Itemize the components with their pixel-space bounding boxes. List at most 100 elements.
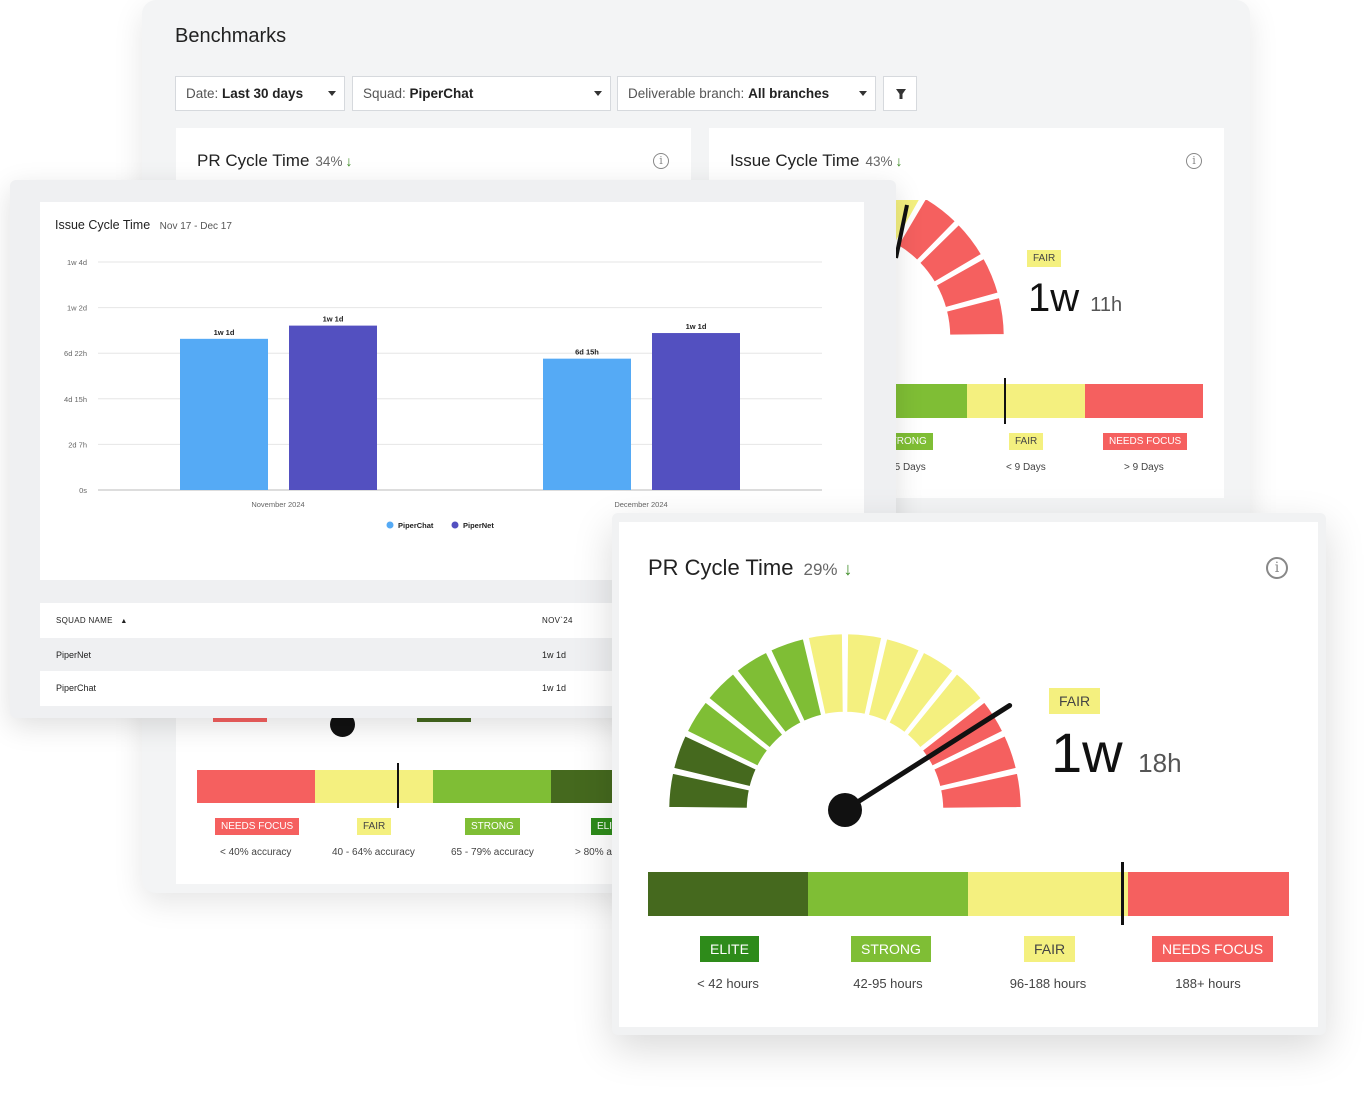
chart-title-text: Issue Cycle Time [55,218,151,232]
segment-elite [648,872,808,916]
gauge-segment [666,770,752,811]
bar [652,333,740,490]
date-filter[interactable]: Date: Last 30 days [175,76,345,111]
issue-card-back-pct: 43% [865,154,893,169]
chevron-down-icon [594,91,602,96]
gauge-segment [931,733,1019,789]
badge-fair: FAIR [1009,433,1044,450]
table-header-squad[interactable]: SQUAD NAME ▲ [56,616,128,625]
segment-fair [315,770,433,803]
gauge-segment [805,631,846,717]
date-filter-value: Last 30 days [222,86,304,101]
issue-value-big: 1w [1028,276,1080,320]
chart-title: Issue Cycle Time Nov 17 - Dec 17 [55,218,232,232]
gauge-segment [844,631,885,717]
range-label: < 40% accuracy [220,847,292,858]
y-tick-label: 6d 22h [64,349,87,358]
badge-strong-clip: STRONG [896,433,935,450]
filter-button[interactable] [883,76,917,111]
gauge-segment [768,636,824,724]
legend-marker [451,521,459,529]
y-tick-label: 4d 15h [64,395,87,404]
badge-needs-focus: NEEDS FOCUS [1152,936,1274,962]
table-row-name: PiperChat [56,683,97,693]
segment-needs-focus [197,770,315,803]
y-tick-label: 2d 7h [68,440,87,449]
front-value-small: 18h [1138,748,1182,778]
data-label: 1w 1d [323,315,344,324]
gauge-segment [706,671,786,751]
data-label: 1w 1d [686,322,707,331]
table-row-value: 1w 1d [542,650,567,660]
chart-date-range: Nov 17 - Dec 17 [159,221,232,232]
bar-marker [1121,862,1125,925]
segment-fair [967,384,1085,418]
badge-elite: ELITE [700,936,759,962]
squad-filter-label: Squad: [363,86,410,101]
info-icon[interactable]: i [1186,153,1202,169]
issue-value-small: 11h [1090,294,1123,316]
front-card-pct: 29% [803,560,838,579]
squad-filter-value: PiperChat [409,86,474,101]
x-tick-label: November 2024 [251,500,304,509]
gauge-segment [886,649,956,736]
range-label: 42-95 hours [853,976,923,991]
bar [180,338,268,490]
gauge-remnant-dark [417,718,471,722]
x-tick-label: December 2024 [614,500,667,509]
front-status-badge: FAIR [1049,688,1101,714]
table-row-highlight [40,638,620,671]
arrow-down-icon: ↓ [895,153,903,169]
range-label: 40 - 64% accuracy [332,847,415,858]
gauge-segment [938,770,1024,811]
front-value: 1w 18h [1051,720,1182,785]
badge-strong: STRONG [465,818,520,835]
gauge-segment [684,699,771,769]
y-tick-label: 1w 4d [67,258,87,267]
branch-filter-label: Deliverable branch: [628,86,749,101]
badge-needs-focus: NEEDS FOCUS [1103,433,1188,450]
range-label: > 80% accuracy [575,847,647,858]
bar [543,358,631,490]
gauge-segment [933,255,1001,311]
range-label: < 9 Days [1006,462,1046,473]
chevron-down-icon [859,91,867,96]
badge-strong: STRONG [851,936,931,962]
bar-marker [1004,378,1006,424]
info-icon[interactable]: i [1266,557,1288,579]
branch-filter[interactable]: Deliverable branch: All branches [617,76,876,111]
issue-card-back-title: Issue Cycle Time 43% ↓ [730,151,902,171]
squad-filter[interactable]: Squad: PiperChat [352,76,611,111]
data-label: 6d 15h [575,348,599,357]
segment-strong [433,770,551,803]
legend-marker [386,521,394,529]
range-label: 65 - 79% accuracy [451,847,534,858]
table-header-month[interactable]: NOV`24 [542,616,573,625]
gauge-segment [916,221,985,285]
page-title: Benchmarks [175,25,287,47]
front-value-big: 1w [1051,721,1123,784]
range-label: > 9 Days [1124,462,1164,473]
pr-card-back-title: PR Cycle Time 34% ↓ [197,151,352,171]
segment-elite [551,770,612,803]
range-label: < 5 Days [896,462,926,473]
front-card-title-text: PR Cycle Time [648,555,794,580]
branch-filter-value: All branches [748,86,830,101]
badge-fair: FAIR [357,818,392,835]
range-clip: < 5 Days [896,462,936,476]
range-label: 188+ hours [1175,976,1241,991]
pr-card-back-title-text: PR Cycle Time [197,151,310,170]
gauge-remnant-red [213,718,267,722]
info-icon[interactable]: i [653,153,669,169]
bar [289,325,377,490]
gauge-segment [866,636,922,724]
arrow-down-icon: ↓ [345,153,353,169]
badge-fair: FAIR [1024,936,1076,962]
data-label: 1w 1d [214,328,235,337]
legend-label: PiperChat [398,521,434,530]
chevron-down-icon [328,91,336,96]
pr-card-back-pct: 34% [315,154,343,169]
